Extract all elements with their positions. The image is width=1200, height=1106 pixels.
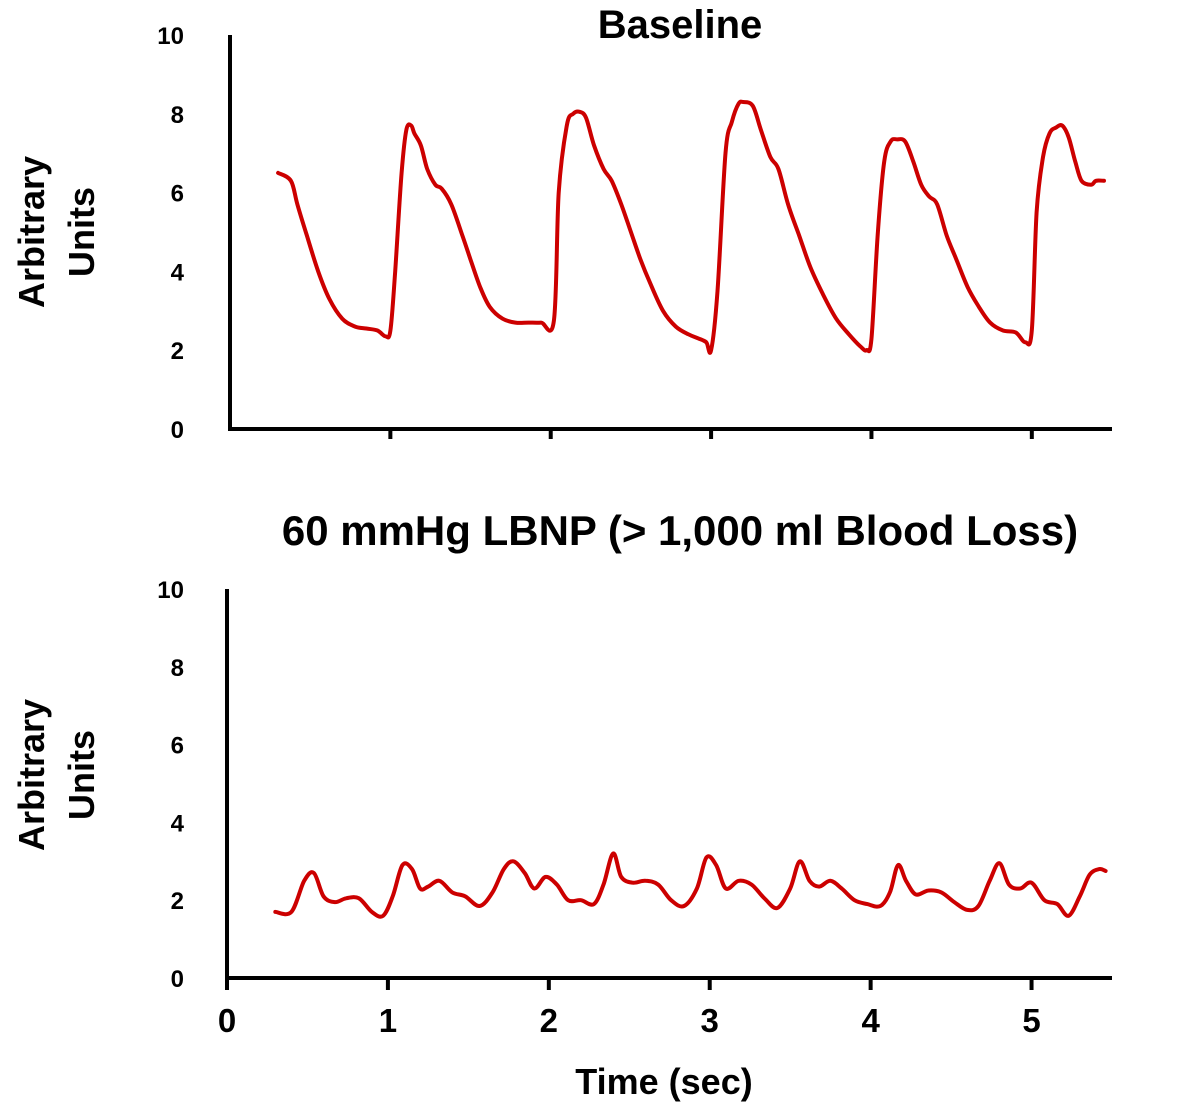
panel-2-title: 60 mmHg LBNP (> 1,000 ml Blood Loss)	[282, 507, 1078, 554]
panel-1-ytick-label: 6	[171, 181, 184, 208]
panel-2-ylabel-line-2: Units	[61, 730, 102, 820]
panel-2-ytick-label: 0	[171, 966, 184, 993]
panel-2-series-line	[273, 851, 1108, 919]
panel-2-ytick-label: 2	[171, 888, 184, 915]
panel-1-ytick-label: 4	[171, 259, 185, 286]
panel-2-xtick-label: 2	[540, 1002, 558, 1039]
panel-1-title: Baseline	[598, 3, 763, 47]
panel-1-ylabel-line-1: Arbitrary	[11, 156, 52, 308]
panel-1-ytick-label: 2	[171, 338, 184, 365]
panel-2-ytick-label: 4	[171, 810, 185, 837]
panel-2-xtick-label: 5	[1022, 1002, 1040, 1039]
panel-2-ylabel-line-1: Arbitrary	[11, 699, 52, 851]
panel-1-ytick-label: 0	[171, 417, 184, 444]
panel-2-xlabel: Time (sec)	[575, 1061, 752, 1102]
panel-1-ylabel-line-2: Units	[61, 187, 102, 277]
panel-1-series-line	[276, 99, 1106, 355]
panel-2-xtick-label: 0	[218, 1002, 236, 1039]
panel-1-ytick-label: 8	[171, 102, 184, 129]
panel-2-ytick-label: 6	[171, 733, 184, 760]
panel-2-xtick-label: 3	[701, 1002, 719, 1039]
panel-2-xtick-label: 4	[861, 1002, 880, 1039]
panel-2-xtick-label: 1	[379, 1002, 397, 1039]
panel-1-ytick-label: 10	[157, 23, 184, 50]
panel-2-ytick-label: 8	[171, 655, 184, 682]
panel-2-ytick-label: 10	[157, 577, 184, 604]
